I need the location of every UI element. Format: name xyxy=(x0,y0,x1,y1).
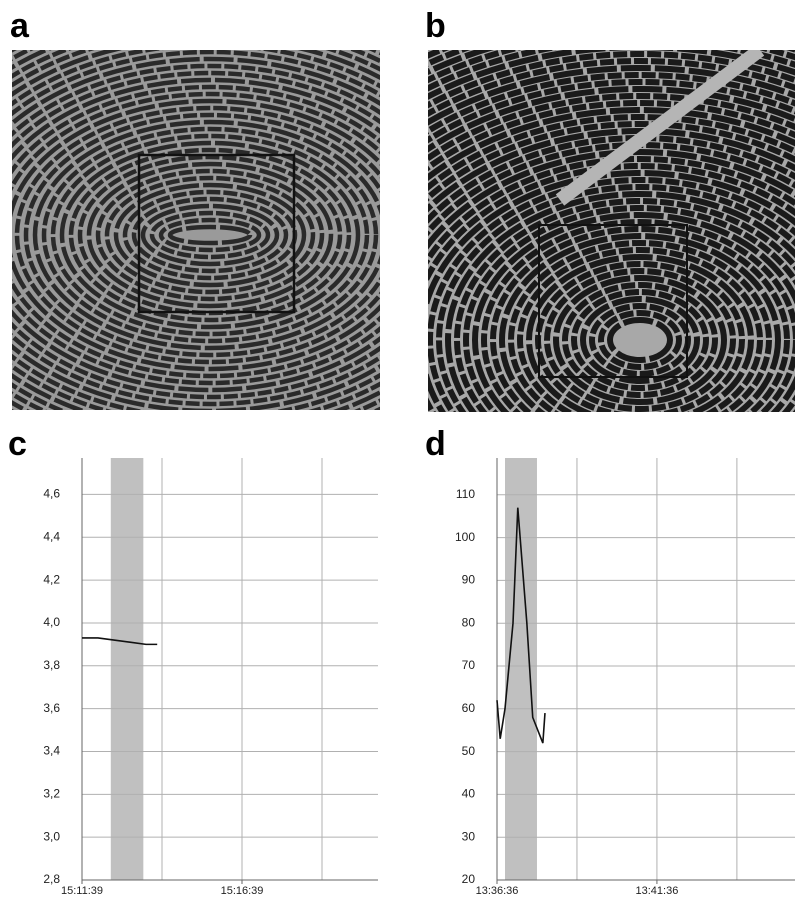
ridge xyxy=(113,182,307,288)
panel-label: a xyxy=(10,7,30,45)
ridge xyxy=(598,310,682,370)
ridge xyxy=(12,98,380,372)
ridge xyxy=(499,233,781,412)
ridge xyxy=(32,119,380,351)
data-line xyxy=(82,637,158,646)
ridge xyxy=(59,140,361,330)
ridge xyxy=(428,177,795,412)
ridge xyxy=(12,84,380,386)
x-tick-label: 13:36:36 xyxy=(476,885,519,897)
ridge xyxy=(428,86,795,153)
ridge xyxy=(428,121,795,202)
y-tick-label: 3,6 xyxy=(43,701,60,715)
ridge xyxy=(12,63,380,407)
y-tick-label: 50 xyxy=(462,744,476,758)
ridge xyxy=(104,175,316,295)
panel-label: b xyxy=(425,7,446,45)
highlight-band xyxy=(504,458,537,880)
ridge xyxy=(14,105,380,365)
y-tick-label: 2,8 xyxy=(43,872,60,886)
y-tick-label: 100 xyxy=(455,530,475,544)
ridge xyxy=(167,224,253,246)
y-tick-label: 60 xyxy=(462,701,476,715)
crease xyxy=(555,50,765,206)
ridge xyxy=(428,51,795,109)
x-tick-label: 13:41:36 xyxy=(636,885,679,897)
ridge xyxy=(12,91,380,379)
y-tick-label: 3,4 xyxy=(43,744,60,758)
ridge xyxy=(428,107,795,182)
ridge xyxy=(517,247,763,412)
y-tick-label: 20 xyxy=(462,872,476,886)
panel-label: c xyxy=(8,425,27,463)
ridge xyxy=(428,65,795,126)
ridge xyxy=(428,93,795,162)
y-tick-label: 4,0 xyxy=(43,615,60,629)
ridge xyxy=(580,296,700,384)
ridge xyxy=(12,56,380,410)
y-tick-label: 4,6 xyxy=(43,487,60,501)
ridge xyxy=(428,156,795,265)
y-tick-label: 4,4 xyxy=(43,529,60,543)
ridge xyxy=(454,198,795,412)
ridge xyxy=(490,226,790,412)
ridge xyxy=(68,147,352,323)
ridge xyxy=(95,168,325,302)
x-tick-label: 15:16:39 xyxy=(221,885,264,897)
y-tick-label: 90 xyxy=(462,573,476,587)
ridge xyxy=(607,317,673,363)
y-tick-label: 3,0 xyxy=(43,829,60,843)
ridge xyxy=(463,205,795,412)
ridge xyxy=(472,212,795,412)
roi-box xyxy=(538,224,688,378)
ridge xyxy=(526,254,754,412)
highlight-band xyxy=(110,458,144,880)
ridge xyxy=(428,114,795,192)
ridge xyxy=(544,268,736,412)
ridge xyxy=(140,203,280,267)
x-tick-label: 15:11:39 xyxy=(61,885,103,897)
ridge xyxy=(481,219,795,412)
ridge xyxy=(436,184,795,412)
ridge xyxy=(428,58,795,118)
ridge xyxy=(86,161,334,309)
ridge xyxy=(562,282,718,398)
ridge xyxy=(12,50,380,410)
ridge xyxy=(571,289,709,391)
y-tick-label: 30 xyxy=(462,829,476,843)
fingerprint-image xyxy=(12,50,380,410)
roi-box xyxy=(137,153,296,314)
ridge xyxy=(158,217,262,253)
ridge xyxy=(445,191,795,412)
y-tick-label: 110 xyxy=(456,487,475,501)
ridge xyxy=(41,126,379,344)
ridge xyxy=(12,77,380,393)
y-tick-label: 80 xyxy=(462,615,476,629)
y-tick-label: 70 xyxy=(462,658,476,672)
y-tick-label: 4,2 xyxy=(43,572,60,586)
ridge xyxy=(428,170,795,412)
y-tick-label: 3,8 xyxy=(43,658,60,672)
ridge xyxy=(428,79,795,144)
panel-label: d xyxy=(425,425,446,463)
y-tick-label: 3,2 xyxy=(43,786,60,800)
ridge xyxy=(428,128,795,213)
ridge xyxy=(428,149,795,250)
y-tick-label: 40 xyxy=(462,787,476,801)
ridge xyxy=(23,112,380,358)
data-line xyxy=(496,507,546,744)
ridge xyxy=(50,133,370,337)
ridge xyxy=(12,70,380,400)
ridge xyxy=(149,210,271,260)
ridge xyxy=(553,275,727,405)
ridge xyxy=(131,196,289,274)
fingerprint-image xyxy=(428,50,795,412)
ridge xyxy=(508,240,772,412)
